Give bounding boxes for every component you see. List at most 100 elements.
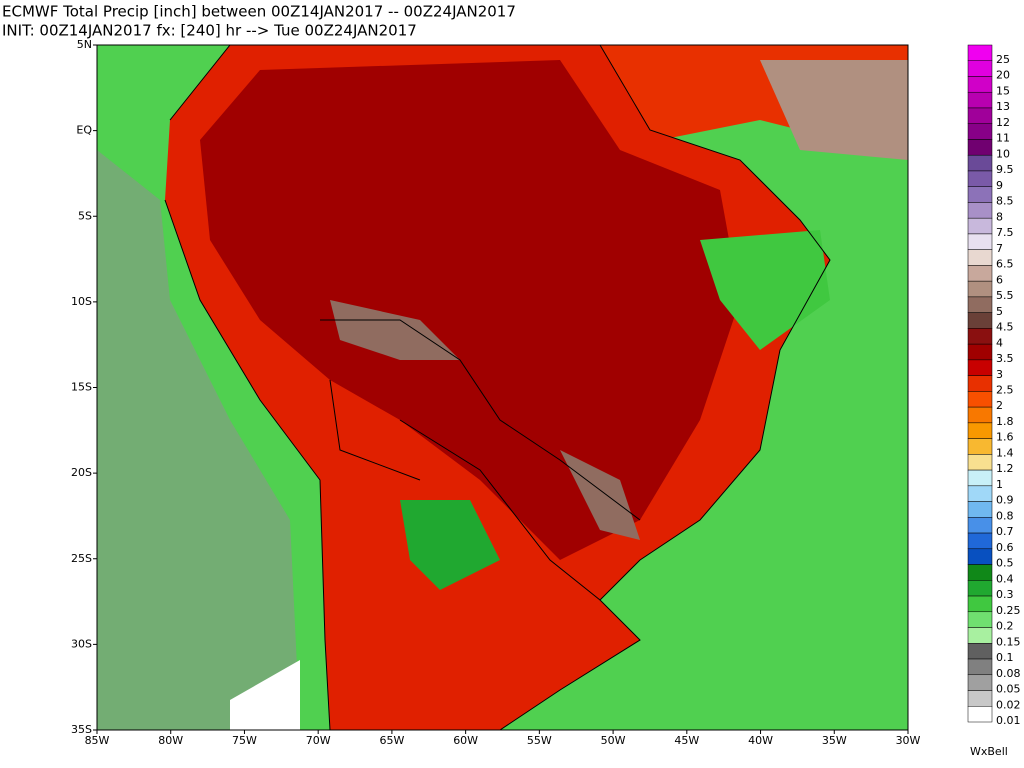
colorbar-swatch — [967, 438, 993, 455]
colorbar-label: 0.05 — [996, 683, 1021, 696]
dry-patch — [400, 500, 500, 590]
colorbar-label: 0.2 — [996, 620, 1014, 633]
colorbar-swatch — [967, 202, 993, 219]
lon-label: 40W — [748, 734, 773, 747]
colorbar-label: 2.5 — [996, 384, 1014, 397]
heavy-patch — [560, 450, 640, 540]
lat-label: EQ — [76, 124, 92, 137]
colorbar-label: 10 — [996, 147, 1010, 160]
lon-label: 65W — [379, 734, 404, 747]
title-line-2: INIT: 00Z14JAN2017 fx: [240] hr --> Tue … — [2, 22, 417, 40]
colorbar-swatch — [967, 517, 993, 534]
heavy-patch — [330, 300, 460, 360]
dry-field — [97, 150, 300, 730]
lat-label: 5S — [78, 209, 92, 222]
colorbar-swatch — [967, 485, 993, 502]
colorbar-swatch — [967, 343, 993, 361]
colorbar-swatch — [967, 658, 993, 676]
colorbar-swatch — [967, 532, 993, 550]
lat-label: 20S — [71, 466, 92, 479]
colorbar-swatch — [967, 217, 993, 235]
colorbar-swatch — [967, 454, 993, 471]
colorbar-label: 7.5 — [996, 226, 1014, 239]
colorbar-label: 0.9 — [996, 494, 1014, 507]
colorbar-label: 2 — [996, 399, 1003, 412]
borders — [320, 319, 641, 601]
colorbar-label: 3 — [996, 368, 1003, 381]
colorbar-swatch — [967, 501, 993, 518]
colorbar-swatch — [967, 170, 993, 187]
colorbar-swatch — [967, 60, 993, 77]
colorbar-label: 8 — [996, 210, 1003, 223]
lat-label: 30S — [71, 637, 92, 650]
colorbar-label: 0.3 — [996, 588, 1014, 601]
map — [96, 44, 909, 731]
colorbar-label: 0.02 — [996, 698, 1021, 711]
colorbar-label: 4 — [996, 336, 1003, 349]
colorbar-swatch — [967, 391, 993, 408]
colorbar-swatch — [967, 280, 993, 298]
colorbar-label: 0.1 — [996, 651, 1014, 664]
lat-label: 35S — [71, 723, 92, 736]
colorbar-swatch — [967, 580, 993, 597]
colorbar-swatch — [967, 154, 993, 172]
colorbar-swatch — [967, 564, 993, 581]
colorbar-label: 9 — [996, 179, 1003, 192]
colorbar-label: 0.6 — [996, 541, 1014, 554]
colorbar-swatch — [967, 469, 993, 487]
colorbar-swatch — [967, 548, 993, 565]
colorbar-swatch — [967, 91, 993, 109]
colorbar-label: 5 — [996, 305, 1003, 318]
colorbar-label: 0.4 — [996, 572, 1014, 585]
coastline — [164, 45, 831, 730]
colorbar-swatch — [967, 706, 993, 723]
dry-patch — [230, 660, 300, 730]
colorbar-label: 0.08 — [996, 667, 1021, 680]
lon-label: 30W — [896, 734, 921, 747]
lon-label: 55W — [527, 734, 552, 747]
colorbar-swatch — [967, 139, 993, 156]
colorbar-label: 12 — [996, 116, 1010, 129]
colorbar-label: 1.2 — [996, 462, 1014, 475]
colorbar-label: 1 — [996, 478, 1003, 491]
lat-label: 10S — [71, 295, 92, 308]
colorbar-swatch — [967, 265, 993, 282]
lon-label: 85W — [85, 734, 110, 747]
lon-label: 75W — [232, 734, 257, 747]
lon-label: 50W — [601, 734, 626, 747]
lon-label: 45W — [674, 734, 699, 747]
colorbar-swatch — [967, 296, 993, 313]
title-line-1: ECMWF Total Precip [inch] between 00Z14J… — [2, 3, 516, 21]
colorbar-label: 9.5 — [996, 163, 1014, 176]
colorbar-label: 20 — [996, 69, 1010, 82]
lon-label: 80W — [158, 734, 183, 747]
colorbar-label: 13 — [996, 100, 1010, 113]
colorbar-swatch — [967, 186, 993, 203]
colorbar-swatch — [967, 233, 993, 250]
colorbar-label: 6.5 — [996, 258, 1014, 271]
colorbar-label: 0.5 — [996, 557, 1014, 570]
lon-label: 60W — [453, 734, 478, 747]
logo: WxBell — [970, 745, 1008, 758]
colorbar-swatch — [967, 611, 993, 628]
colorbar-swatch — [967, 643, 993, 660]
colorbar-label: 4.5 — [996, 321, 1014, 334]
colorbar-swatch — [967, 312, 993, 329]
colorbar-swatch — [967, 627, 993, 644]
colorbar-label: 6 — [996, 273, 1003, 286]
colorbar-swatch — [967, 107, 993, 124]
colorbar-label: 1.6 — [996, 431, 1014, 444]
colorbar-label: 8.5 — [996, 195, 1014, 208]
colorbar-swatch — [967, 328, 993, 345]
colorbar-swatch — [967, 674, 993, 691]
colorbar-label: 3.5 — [996, 352, 1014, 365]
north-rain — [230, 45, 908, 160]
lat-label: 15S — [71, 381, 92, 394]
colorbar-swatch — [967, 595, 993, 613]
land-heavy — [200, 60, 740, 560]
colorbar-label: 1.4 — [996, 446, 1014, 459]
colorbar-swatch — [967, 76, 993, 93]
colorbar-label: 0.8 — [996, 509, 1014, 522]
lat-label: 5N — [77, 38, 92, 51]
